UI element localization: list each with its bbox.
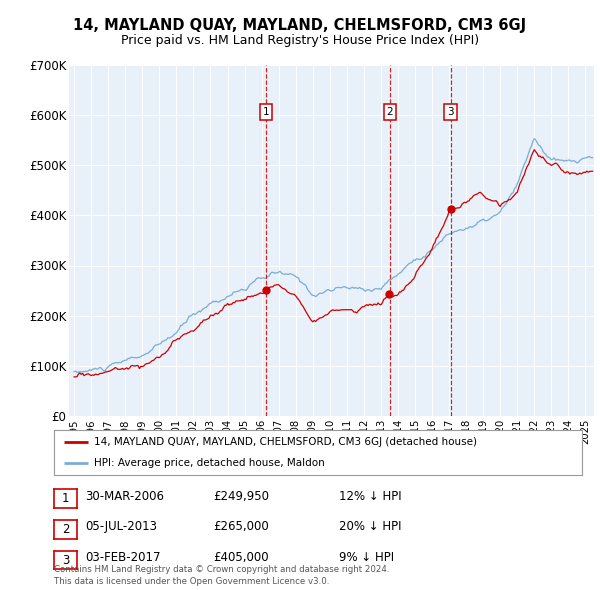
Text: 3: 3	[62, 553, 69, 566]
Text: 9% ↓ HPI: 9% ↓ HPI	[339, 551, 394, 564]
Text: 12% ↓ HPI: 12% ↓ HPI	[339, 490, 401, 503]
Text: 03-FEB-2017: 03-FEB-2017	[85, 551, 161, 564]
Text: 14, MAYLAND QUAY, MAYLAND, CHELMSFORD, CM3 6GJ (detached house): 14, MAYLAND QUAY, MAYLAND, CHELMSFORD, C…	[94, 437, 476, 447]
Text: Contains HM Land Registry data © Crown copyright and database right 2024.
This d: Contains HM Land Registry data © Crown c…	[54, 565, 389, 586]
Text: 05-JUL-2013: 05-JUL-2013	[85, 520, 157, 533]
Text: £265,000: £265,000	[213, 520, 269, 533]
Text: £249,950: £249,950	[213, 490, 269, 503]
Text: 3: 3	[448, 107, 454, 117]
Text: 14, MAYLAND QUAY, MAYLAND, CHELMSFORD, CM3 6GJ: 14, MAYLAND QUAY, MAYLAND, CHELMSFORD, C…	[73, 18, 527, 32]
Text: 2: 2	[62, 523, 69, 536]
Text: 2: 2	[386, 107, 393, 117]
Text: 30-MAR-2006: 30-MAR-2006	[85, 490, 164, 503]
Text: 1: 1	[263, 107, 269, 117]
Text: 20% ↓ HPI: 20% ↓ HPI	[339, 520, 401, 533]
Text: 1: 1	[62, 492, 69, 505]
Text: £405,000: £405,000	[213, 551, 269, 564]
Text: Price paid vs. HM Land Registry's House Price Index (HPI): Price paid vs. HM Land Registry's House …	[121, 34, 479, 47]
Text: HPI: Average price, detached house, Maldon: HPI: Average price, detached house, Mald…	[94, 458, 325, 468]
